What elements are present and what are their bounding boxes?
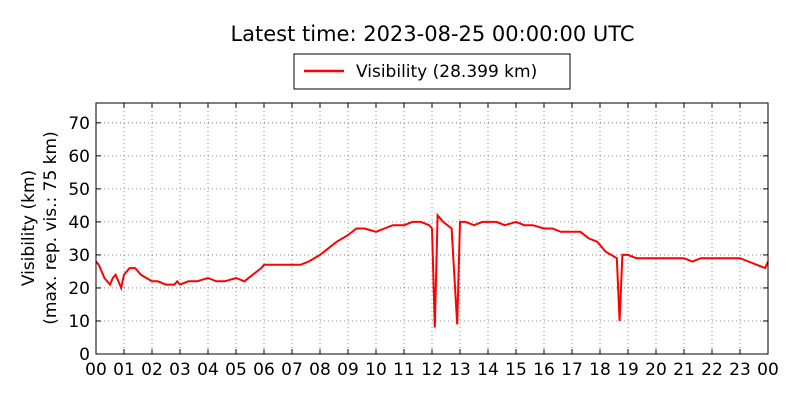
y-tick-label: 50 bbox=[68, 180, 90, 200]
plot-area bbox=[95, 102, 769, 355]
y-axis-label-line-1: Visibility (km) bbox=[19, 170, 39, 286]
y-tick-label: 0 bbox=[79, 345, 90, 365]
legend-entry: Visibility (28.399 km) bbox=[356, 62, 537, 82]
x-tick-label: 04 bbox=[197, 360, 219, 380]
x-tick-label: 08 bbox=[309, 360, 331, 380]
chart-title: Latest time: 2023-08-25 00:00:00 UTC bbox=[230, 22, 634, 46]
y-axis-label-line-2: (max. rep. vis.: 75 km) bbox=[41, 131, 61, 324]
y-axis-label: Visibility (km) bbox=[19, 170, 39, 286]
x-tick-label: 20 bbox=[645, 360, 667, 380]
x-tick-label: 10 bbox=[365, 360, 387, 380]
x-tick-label: 16 bbox=[533, 360, 555, 380]
x-tick-label: 05 bbox=[225, 360, 247, 380]
y-tick-label: 30 bbox=[68, 246, 90, 266]
x-tick-label: 21 bbox=[673, 360, 695, 380]
series-line-visibility bbox=[95, 212, 769, 328]
x-tick-label: 09 bbox=[337, 360, 359, 380]
y-tick-label: 60 bbox=[68, 147, 90, 167]
grid bbox=[96, 103, 768, 354]
x-tick-label: 17 bbox=[561, 360, 583, 380]
legend: Visibility (28.399 km) bbox=[293, 53, 571, 90]
x-tick-label: 19 bbox=[617, 360, 639, 380]
x-tick-label: 22 bbox=[701, 360, 723, 380]
y-tick-label: 10 bbox=[68, 312, 90, 332]
x-tick-label: 15 bbox=[505, 360, 527, 380]
x-tick-label: 00 bbox=[757, 360, 779, 380]
x-tick-label: 02 bbox=[141, 360, 163, 380]
x-tick-label: 03 bbox=[169, 360, 191, 380]
x-tick-label: 11 bbox=[393, 360, 415, 380]
x-tick-label: 23 bbox=[729, 360, 751, 380]
x-tick-label: 01 bbox=[113, 360, 135, 380]
y-tick-label: 40 bbox=[68, 213, 90, 233]
y-tick-label: 70 bbox=[68, 114, 90, 134]
x-tick-label: 06 bbox=[253, 360, 275, 380]
x-tick-label: 18 bbox=[589, 360, 611, 380]
y-axis: 0 10 20 30 40 50 60 70 bbox=[68, 114, 768, 365]
x-axis: 00 01 02 03 04 05 06 07 08 09 10 11 12 13 14 15 16 17 18 19… bbox=[85, 103, 779, 380]
x-tick-label: 00 bbox=[85, 360, 107, 380]
x-tick-label: 07 bbox=[281, 360, 303, 380]
x-tick-label: 13 bbox=[449, 360, 471, 380]
y-tick-label: 20 bbox=[68, 279, 90, 299]
x-tick-label: 12 bbox=[421, 360, 443, 380]
y-axis-label-2: (max. rep. vis.: 75 km) bbox=[41, 131, 61, 324]
x-tick-label: 14 bbox=[477, 360, 499, 380]
